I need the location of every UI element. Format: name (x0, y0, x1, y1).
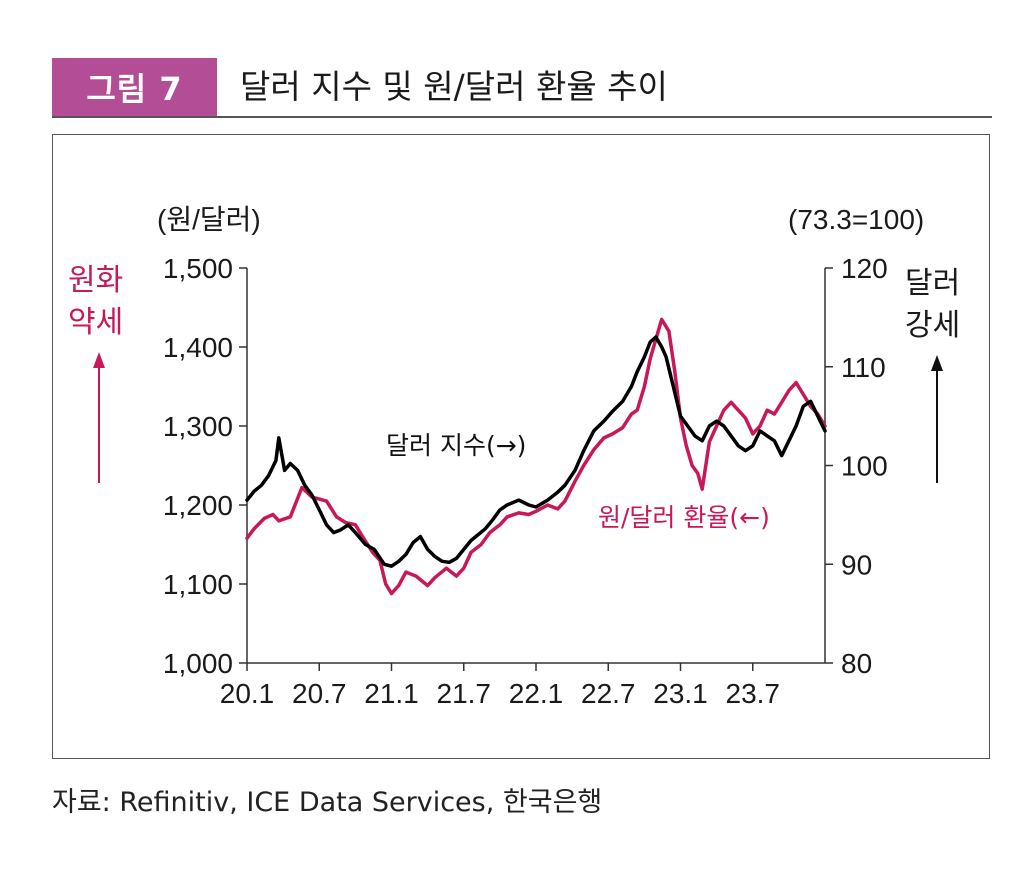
dxy-series-label: 달러 지수(→) (386, 431, 526, 460)
chart-frame (52, 134, 990, 759)
krw-series-label: 원/달러 환율(←) (598, 503, 770, 532)
left-axis-tick-label: 1,400 (163, 332, 233, 363)
left-note-line-1: 원화 (68, 263, 123, 298)
right-axis-unit-label: (73.3=100) (788, 204, 924, 235)
left-axis-tick-label: 1,100 (163, 569, 233, 600)
figure-title: 달러 지수 및 원/달러 환율 추이 (240, 67, 668, 106)
figure-label-badge: 그림 7 (52, 58, 217, 116)
right-axis-tick-label: 100 (841, 451, 888, 482)
left-note-line-2: 약세 (68, 305, 123, 340)
right-note-line-1: 달러 (905, 266, 960, 301)
left-up-arrow (93, 352, 105, 483)
figure-label: 그림 7 (86, 70, 183, 108)
title-divider (52, 116, 992, 118)
left-axis-unit-label: (원/달러) (157, 204, 261, 235)
x-axis-tick-label: 23.7 (726, 678, 781, 709)
x-axis-tick-label: 21.7 (437, 678, 492, 709)
right-axis-tick-label: 120 (841, 253, 888, 284)
left-axis-tick-label: 1,200 (163, 490, 233, 521)
left-axis-tick-label: 1,500 (163, 253, 233, 284)
source-note: 자료: Refinitiv, ICE Data Services, 한국은행 (52, 787, 603, 818)
dollar-index-line (245, 335, 827, 568)
right-up-arrow (931, 355, 943, 483)
x-axis-tick-label: 20.1 (220, 678, 275, 709)
chart-axes (246, 268, 826, 664)
krw-usd-rate-line (245, 317, 827, 596)
right-axis-tick-label: 110 (841, 352, 886, 383)
x-axis-tick-label: 22.1 (509, 678, 564, 709)
chart-ticks: 1,000 1,100 1,200 1,300 1,400 1,500 80 90 100 110… (163, 253, 888, 709)
left-axis-tick-label: 1,000 (163, 648, 233, 679)
series-layer (245, 317, 827, 596)
left-axis-tick-label: 1,300 (163, 411, 233, 442)
x-axis-tick-label: 21.1 (364, 678, 419, 709)
right-axis-tick-label: 90 (841, 549, 872, 580)
right-note-line-2: 강세 (905, 308, 960, 343)
x-axis-tick-label: 22.7 (581, 678, 636, 709)
right-axis-tick-label: 80 (841, 648, 872, 679)
x-axis-tick-label: 23.1 (653, 678, 708, 709)
x-axis-tick-label: 20.7 (292, 678, 347, 709)
